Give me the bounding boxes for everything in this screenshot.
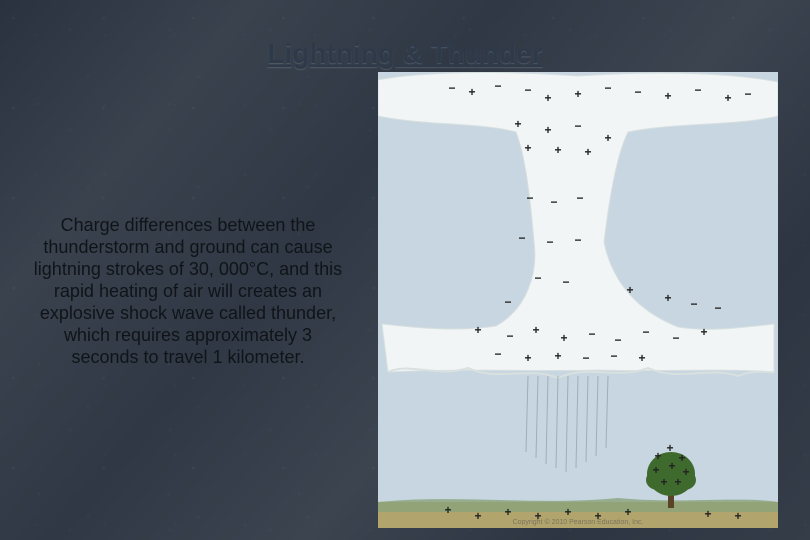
- charge-minus-icon: −: [494, 79, 501, 93]
- charge-minus-icon: −: [576, 191, 583, 205]
- charge-plus-icon: +: [564, 505, 571, 519]
- diagram-svg: Copyright © 2010 Pearson Education, Inc.…: [378, 72, 778, 528]
- charge-minus-icon: −: [448, 81, 455, 95]
- charge-minus-icon: −: [634, 85, 641, 99]
- charge-plus-icon: +: [666, 441, 673, 455]
- charge-minus-icon: −: [744, 87, 751, 101]
- charge-plus-icon: +: [444, 503, 451, 517]
- charge-minus-icon: −: [504, 295, 511, 309]
- charge-minus-icon: −: [574, 119, 581, 133]
- charge-plus-icon: +: [594, 509, 601, 523]
- charge-minus-icon: −: [610, 349, 617, 363]
- charge-plus-icon: +: [554, 349, 561, 363]
- charge-plus-icon: +: [474, 323, 481, 337]
- charge-plus-icon: +: [604, 131, 611, 145]
- charge-minus-icon: −: [550, 195, 557, 209]
- charge-plus-icon: +: [700, 325, 707, 339]
- charge-plus-icon: +: [668, 459, 675, 473]
- charge-minus-icon: −: [614, 333, 621, 347]
- charge-plus-icon: +: [534, 509, 541, 523]
- charge-plus-icon: +: [544, 91, 551, 105]
- charge-plus-icon: +: [664, 89, 671, 103]
- charge-plus-icon: +: [554, 143, 561, 157]
- charge-plus-icon: +: [584, 145, 591, 159]
- charge-plus-icon: +: [678, 451, 685, 465]
- charge-minus-icon: −: [526, 191, 533, 205]
- charge-minus-icon: −: [672, 331, 679, 345]
- charge-minus-icon: −: [524, 83, 531, 97]
- charge-plus-icon: +: [532, 323, 539, 337]
- charge-minus-icon: −: [642, 325, 649, 339]
- charge-minus-icon: −: [694, 83, 701, 97]
- charge-plus-icon: +: [560, 331, 567, 345]
- charge-plus-icon: +: [652, 463, 659, 477]
- charge-plus-icon: +: [626, 283, 633, 297]
- charge-plus-icon: +: [624, 505, 631, 519]
- slide-body-text: Charge differences between the thunderst…: [28, 215, 348, 369]
- charge-plus-icon: +: [544, 123, 551, 137]
- charge-plus-icon: +: [524, 351, 531, 365]
- charge-minus-icon: −: [604, 81, 611, 95]
- charge-minus-icon: −: [534, 271, 541, 285]
- charge-plus-icon: +: [724, 91, 731, 105]
- charge-minus-icon: −: [588, 327, 595, 341]
- charge-minus-icon: −: [506, 329, 513, 343]
- charge-minus-icon: −: [494, 347, 501, 361]
- charge-plus-icon: +: [574, 87, 581, 101]
- charge-minus-icon: −: [518, 231, 525, 245]
- charge-plus-icon: +: [474, 509, 481, 523]
- charge-plus-icon: +: [638, 351, 645, 365]
- charge-plus-icon: +: [468, 85, 475, 99]
- charge-minus-icon: −: [546, 235, 553, 249]
- attribution-text: Copyright © 2010 Pearson Education, Inc.: [513, 518, 644, 526]
- charge-plus-icon: +: [514, 117, 521, 131]
- charge-plus-icon: +: [664, 291, 671, 305]
- slide-title: Lightning & Thunder: [0, 38, 810, 70]
- lightning-diagram: Copyright © 2010 Pearson Education, Inc.…: [378, 72, 778, 528]
- slide-root: Lightning & Thunder Charge differences b…: [0, 0, 810, 540]
- charge-minus-icon: −: [714, 301, 721, 315]
- charge-minus-icon: −: [574, 233, 581, 247]
- charge-minus-icon: −: [562, 275, 569, 289]
- charge-plus-icon: +: [704, 507, 711, 521]
- charge-plus-icon: +: [504, 505, 511, 519]
- charge-minus-icon: −: [582, 351, 589, 365]
- charge-plus-icon: +: [524, 141, 531, 155]
- charge-plus-icon: +: [734, 509, 741, 523]
- charge-plus-icon: +: [682, 465, 689, 479]
- charge-plus-icon: +: [660, 475, 667, 489]
- charge-minus-icon: −: [690, 297, 697, 311]
- charge-plus-icon: +: [674, 475, 681, 489]
- charge-plus-icon: +: [654, 449, 661, 463]
